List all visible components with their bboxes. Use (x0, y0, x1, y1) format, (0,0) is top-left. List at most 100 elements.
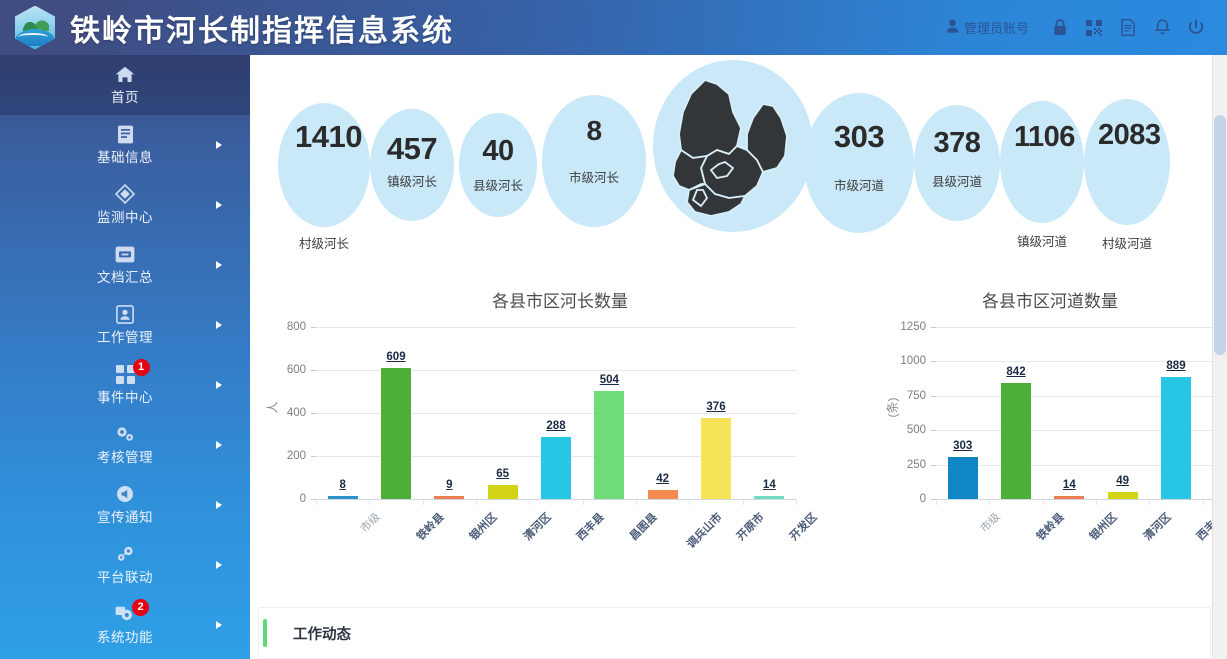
x-tick-separator (529, 499, 531, 505)
user-account-button[interactable]: 管理员账号 (932, 18, 1043, 37)
settings-icon: 2 (115, 599, 149, 624)
tieling-districts-map-icon[interactable] (653, 60, 813, 232)
page-scrollbar-track[interactable] (1212, 55, 1227, 659)
y-tick-label: 200 (286, 450, 306, 462)
document-icon[interactable] (1111, 10, 1145, 46)
bar[interactable] (1107, 492, 1138, 499)
sidebar-item-3[interactable]: 文档汇总 (0, 235, 250, 295)
stat-circle-river-2[interactable]: 1106 镇级河道 (1000, 101, 1084, 249)
sidebar-item-0[interactable]: 首页 (0, 55, 250, 115)
y-tick-mark (931, 464, 936, 466)
gridline (936, 395, 1227, 397)
work-dynamics-title: 工作动态 (293, 626, 351, 643)
sidebar-item-7[interactable]: 宣传通知 (0, 475, 250, 535)
sidebar-item-1[interactable]: 基础信息 (0, 115, 250, 175)
bar[interactable] (381, 368, 411, 499)
bar[interactable] (327, 496, 358, 499)
bar-value-label: 14 (1062, 479, 1076, 491)
bar[interactable] (1001, 383, 1031, 499)
y-tick-label: 0 (299, 493, 306, 505)
stat-circle-river-0[interactable]: 303 市级河道 (804, 93, 914, 233)
sidebar-item-label: 系统功能 (97, 630, 153, 645)
sidebar-item-4[interactable]: 工作管理 (0, 295, 250, 355)
qrcode-icon[interactable] (1077, 10, 1111, 46)
x-tick-separator (1042, 499, 1044, 505)
sidebar-item-label: 基础信息 (97, 150, 153, 165)
bar[interactable] (647, 489, 678, 499)
y-tick-mark (311, 499, 316, 500)
x-tick-label: 调兵山市 (684, 511, 725, 551)
y-tick-label: 1000 (900, 355, 926, 368)
y-tick-label: 600 (286, 364, 306, 376)
y-tick-mark (311, 370, 316, 371)
stat-circle-river-1[interactable]: 378 县级河道 (914, 105, 1000, 221)
x-axis-line (316, 499, 796, 500)
bar-value-label: 376 (706, 401, 726, 414)
x-tick-label: 昌图县 (628, 511, 660, 543)
bell-icon[interactable] (1145, 10, 1179, 46)
bar[interactable] (541, 437, 571, 499)
bar-value-label: 8 (339, 479, 346, 491)
sidebar-item-label: 宣传通知 (97, 510, 153, 525)
file-icon (117, 124, 134, 144)
y-tick-mark (311, 456, 316, 457)
mountain-river-hex-logo-icon (15, 5, 55, 50)
stat-circle-chief-3[interactable]: 8 市级河长 (542, 95, 646, 227)
bar[interactable] (434, 496, 465, 499)
stat-circle-chief-0[interactable]: 1410 村级河长 (278, 103, 370, 251)
sidebar-item-label: 工作管理 (97, 330, 153, 345)
page-title: 铁岭市河长制指挥信息系统 (70, 14, 454, 48)
bar[interactable] (947, 457, 978, 499)
chevron-right-icon (216, 201, 222, 209)
y-tick-mark (931, 430, 936, 432)
sidebar-item-label: 监测中心 (97, 210, 153, 225)
page-scrollbar-thumb[interactable] (1214, 115, 1226, 355)
header-actions: 管理员账号 (932, 0, 1213, 55)
stat-label: 镇级河道 (1016, 235, 1068, 249)
stats-overview: 1410 村级河长 457 镇级河长 40 县级河长 8 市级河长 303 市级河道 378 县级河道… (250, 55, 1227, 285)
x-tick-separator (689, 499, 691, 505)
stat-label: 村级河道 (1101, 237, 1153, 251)
x-tick-label: 银州区 (468, 511, 500, 543)
bar-value-label: 65 (496, 468, 510, 481)
chevron-right-icon (216, 261, 222, 269)
y-tick-mark (931, 361, 936, 363)
bar[interactable] (487, 485, 518, 499)
lock-icon[interactable] (1043, 10, 1077, 46)
charts-row: 各县市区河长数量 0 200 400 600 800 8 市级 609 铁岭县 9 银州区 65 清河区 2… (250, 285, 1227, 575)
sidebar-item-8[interactable]: 平台联动 (0, 535, 250, 595)
x-tick-label: 清河区 (521, 511, 554, 543)
bar[interactable] (701, 418, 731, 499)
work-dynamics-panel[interactable]: 工作动态 (258, 607, 1211, 659)
stat-circle-chief-2[interactable]: 40 县级河长 (459, 113, 537, 217)
stat-circle-river-3[interactable]: 2083 村级河道 (1084, 99, 1170, 251)
bar[interactable] (1054, 496, 1085, 499)
power-icon[interactable] (1179, 10, 1213, 46)
stat-value: 457 (386, 131, 438, 166)
sidebar-item-2[interactable]: 监测中心 (0, 175, 250, 235)
chevron-right-icon (216, 321, 222, 329)
sidebar-item-6[interactable]: 考核管理 (0, 415, 250, 475)
chart-plot-area: 0 250 500 750 1000 1250 303 市级 842 铁岭县 14 银州区 49 清河区 8… (886, 321, 1227, 543)
stat-label: 村级河长 (298, 237, 350, 251)
y-tick-mark (931, 395, 936, 397)
y-axis-label: (条) (885, 397, 900, 418)
x-tick-separator (582, 499, 584, 505)
x-tick-separator (796, 499, 797, 505)
bar[interactable] (754, 496, 785, 499)
bar[interactable] (1161, 376, 1191, 499)
y-tick-label: 250 (906, 458, 926, 471)
y-tick-mark (311, 413, 316, 414)
app-header: 铁岭市河长制指挥信息系统 管理员账号 (0, 0, 1227, 55)
x-tick-label: 市级 (358, 511, 383, 536)
gridline (936, 464, 1227, 466)
sidebar-item-5[interactable]: 1 事件中心 (0, 355, 250, 415)
x-tick-label: 铁岭县 (414, 511, 447, 543)
stat-label: 市级河长 (568, 171, 620, 185)
bar[interactable] (594, 390, 625, 499)
stat-circle-chief-1[interactable]: 457 镇级河长 (370, 109, 454, 221)
sidebar-item-9[interactable]: 2 系统功能 (0, 595, 250, 655)
sidebar-item-label: 平台联动 (97, 570, 153, 585)
x-tick-separator (742, 499, 744, 505)
x-tick-separator (369, 499, 371, 505)
